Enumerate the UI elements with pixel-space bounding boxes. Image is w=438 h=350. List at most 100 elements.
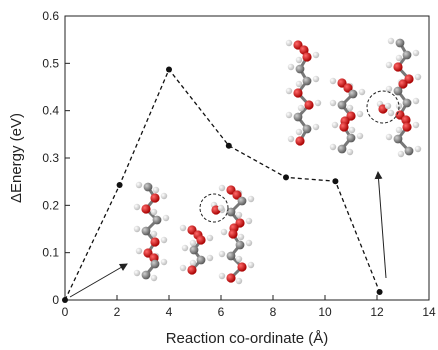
hydrogen-atom (220, 228, 228, 236)
carbon-atom (141, 226, 151, 236)
carbon-atom (143, 182, 153, 192)
y-tick-label: 0 (52, 293, 59, 307)
y-tick-label: 0.3 (42, 151, 59, 165)
hydrogen-atom (285, 87, 293, 95)
carbon-atom (302, 124, 312, 134)
carbon-atom (189, 245, 199, 255)
hydrogen-atom (179, 264, 187, 272)
data-point (376, 288, 383, 295)
data-point (283, 174, 289, 181)
hydrogen-atom (245, 217, 253, 225)
hydrogen-atom (135, 181, 143, 189)
oxygen-atom (304, 100, 314, 110)
hydrogen-atom (206, 254, 214, 262)
hydrogen-atom (287, 63, 295, 71)
data-point (62, 297, 68, 303)
carbon-atom (402, 50, 412, 60)
oxygen-atom (187, 265, 197, 275)
oxygen-atom (228, 229, 238, 239)
carbon-atom (402, 98, 412, 108)
initial-structure-arrow (69, 263, 128, 298)
carbon-atom (196, 255, 206, 265)
carbon-atom (346, 133, 356, 143)
hydrogen-atom (218, 250, 226, 258)
hydrogen-atom (217, 204, 225, 212)
hydrogen-atom (160, 258, 168, 266)
hydrogen-atom (152, 186, 160, 194)
hydrogen-atom (133, 269, 141, 277)
x-axis-ticks: 0 2 4 6 8 10 12 14 (62, 295, 436, 319)
final-structure-inset (285, 37, 422, 158)
hydrogen-atom (189, 259, 197, 267)
hydrogen-atom (412, 49, 420, 57)
oxygen-atom (339, 122, 349, 132)
hydrogen-atom (297, 104, 305, 112)
hydrogen-atom (295, 80, 303, 88)
hydrogen-atom (235, 255, 243, 263)
x-tick-label: 4 (166, 305, 173, 319)
hydrogen-atom (218, 272, 226, 280)
data-point (116, 181, 123, 188)
hydrogen-atom (247, 195, 255, 203)
hydrogen-atom (312, 75, 320, 83)
carbon-atom (295, 64, 305, 74)
y-tick-label: 0.5 (42, 56, 59, 70)
oxygen-atom (150, 193, 160, 203)
oxygen-atom (402, 122, 412, 132)
x-tick-label: 10 (318, 305, 332, 319)
hydrogen-atom (133, 225, 141, 233)
carbon-atom (337, 144, 347, 154)
y-tick-label: 0.2 (42, 198, 59, 212)
hydrogen-atom (179, 224, 187, 232)
carbon-atom (293, 112, 303, 122)
hydrogen-atom (358, 88, 366, 96)
highlight-circle (366, 90, 400, 124)
carbon-atom (141, 270, 151, 280)
carbon-atom (302, 76, 312, 86)
hydrogen-atom (312, 123, 320, 131)
oxygen-atom (196, 235, 206, 245)
oxygen-atom (302, 52, 312, 62)
hydrogen-atom (331, 121, 339, 129)
data-point (332, 178, 339, 185)
y-axis-title: ΔEnergy (eV) (8, 113, 25, 203)
carbon-atom (348, 89, 358, 99)
x-tick-label: 0 (62, 305, 69, 319)
hydrogen-atom (397, 150, 405, 158)
x-tick-label: 6 (218, 305, 225, 319)
hydrogen-atom (150, 208, 158, 216)
hydrogen-atom (160, 236, 168, 244)
oxygen-atom (295, 136, 305, 146)
hydrogen-atom (384, 102, 392, 110)
hydrogen-atom (329, 99, 337, 107)
hydrogen-atom (181, 244, 189, 252)
hydrogen-atom (285, 111, 293, 119)
oxygen-atom (343, 83, 353, 93)
oxygen-atom (393, 62, 403, 72)
data-point (166, 66, 172, 73)
hydrogen-atom (287, 135, 295, 143)
carbon-atom (235, 240, 245, 250)
y-axis-ticks: 0 0.1 0.2 0.3 0.4 0.5 0.6 (42, 9, 70, 307)
carbon-atom (150, 259, 160, 269)
hydrogen-atom (387, 109, 395, 117)
x-tick-label: 12 (370, 305, 384, 319)
hydrogen-atom (150, 230, 158, 238)
oxygen-atom (226, 273, 236, 283)
hydrogen-atom (385, 85, 393, 93)
y-tick-label: 0.1 (42, 246, 59, 260)
hydrogen-atom (348, 126, 356, 134)
oxygen-atom (398, 79, 408, 89)
oxygen-atom (150, 237, 160, 247)
y-tick-label: 0.6 (42, 9, 59, 23)
hydrogen-atom (385, 61, 393, 69)
carbon-atom (152, 215, 162, 225)
hydrogen-atom (218, 184, 226, 192)
hydrogen-atom (414, 73, 422, 81)
x-axis-title: Reaction co-ordinate (Å) (166, 330, 329, 347)
x-tick-label: 14 (422, 305, 436, 319)
hydrogen-atom (414, 145, 422, 153)
hydrogen-atom (356, 110, 364, 118)
hydrogen-atom (150, 274, 158, 282)
